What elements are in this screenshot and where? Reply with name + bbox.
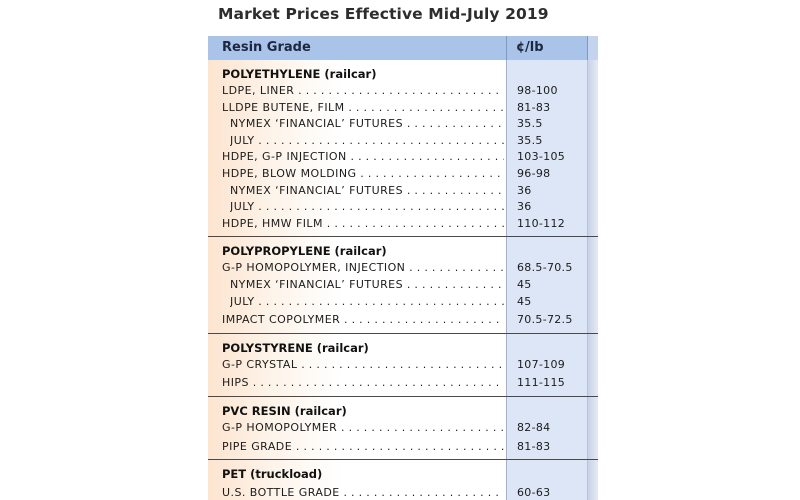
price-value: 107-109: [517, 357, 566, 371]
resin-grade-label: G-P CRYSTAL: [222, 357, 504, 374]
table-body: POLYETHYLENE (railcar)LDPE, LINER98-100L…: [208, 66, 598, 500]
section: POLYPROPYLENE (railcar) G-P HOMOPOLYMER, …: [208, 236, 598, 328]
resin-grade-label: NYMEX ‘FINANCIAL’ FUTURES: [230, 277, 504, 294]
resin-grade-label: NYMEX ‘FINANCIAL’ FUTURES: [230, 183, 504, 200]
table-edge: [587, 36, 598, 500]
table-row: NYMEX ‘FINANCIAL’ FUTURES 35.5: [208, 116, 598, 133]
price-value: 81-83: [517, 439, 551, 453]
header-divider: [506, 36, 507, 60]
price-value: 45: [517, 294, 532, 308]
table-row: U.S. BOTTLE GRADE 60-63: [208, 485, 598, 500]
resin-grade-label: IMPACT COPOLYMER: [222, 312, 504, 329]
price-value: 36: [517, 183, 532, 197]
price-value: 60-63: [517, 486, 551, 500]
price-value: 81-83: [517, 100, 551, 114]
section: POLYSTYRENE (railcar) G-P CRYSTAL 107-109 H…: [208, 332, 598, 392]
resin-grade-label: JULY: [230, 199, 504, 216]
header-price-unit: ¢/lb: [516, 40, 544, 55]
resin-grade-label: LDPE, LINER: [222, 83, 504, 100]
price-value: 35.5: [517, 133, 543, 147]
price-value: 36: [517, 200, 532, 214]
table-row: PIPE GRADE 81-83: [208, 439, 598, 456]
section-title: POLYSTYRENE (railcar): [222, 340, 369, 355]
price-value: 82-84: [517, 420, 551, 434]
resin-grade-label: HDPE, HMW FILM: [222, 216, 504, 233]
price-value: 111-115: [517, 376, 566, 390]
header-resin-grade: Resin Grade: [222, 40, 311, 55]
table-row: JULY 36: [208, 199, 598, 216]
section-title: POLYETHYLENE (railcar): [222, 67, 377, 81]
resin-grade-label: G-P HOMOPOLYMER, INJECTION: [222, 260, 504, 277]
price-value: 103-105: [517, 150, 566, 164]
table-row: G-P CRYSTAL 107-109: [208, 357, 598, 374]
resin-grade-label: NYMEX ‘FINANCIAL’ FUTURES: [230, 116, 504, 133]
table-row: IMPACT COPOLYMER 70.5-72.5: [208, 312, 598, 329]
section-title: POLYPROPYLENE (railcar): [222, 244, 387, 259]
table-row: NYMEX ‘FINANCIAL’ FUTURES 36: [208, 183, 598, 200]
price-value: 110-112: [517, 216, 566, 230]
price-value: 45: [517, 277, 532, 291]
table-row: G-P HOMOPOLYMER, INJECTION 68.5-70.5: [208, 260, 598, 277]
table-row: JULY 45: [208, 294, 598, 311]
price-table: Resin Grade ¢/lb POLYETHYLENE (railcar) L…: [208, 36, 598, 500]
resin-grade-label: G-P HOMOPOLYMER: [222, 420, 504, 437]
resin-grade-label: HIPS: [222, 375, 504, 392]
price-value: 68.5-70.5: [517, 261, 573, 275]
resin-grade-label: U.S. BOTTLE GRADE: [222, 485, 504, 500]
resin-grade-label: LLDPE BUTENE, FILM: [222, 100, 504, 117]
resin-grade-label: JULY: [230, 133, 504, 150]
section-title: PVC RESIN (railcar): [222, 403, 347, 418]
table-row: LLDPE BUTENE, FILM 81-83: [208, 100, 598, 117]
table-row: HDPE, HMW FILM 110-112: [208, 216, 598, 233]
table-row: HDPE, G-P INJECTION 103-105: [208, 149, 598, 166]
page-title: Market Prices Effective Mid-July 2019: [218, 5, 549, 23]
table-row: HDPE, BLOW MOLDING 96-98: [208, 166, 598, 183]
section: POLYETHYLENE (railcar)LDPE, LINER98-100L…: [208, 66, 598, 232]
section: PET (truckload) U.S. BOTTLE GRADE 60-63: [208, 459, 598, 500]
price-column-bg: [506, 36, 588, 500]
table-row: HIPS 111-115: [208, 375, 598, 392]
price-value: 98-100: [517, 84, 558, 97]
price-value: 96-98: [517, 166, 551, 180]
header-edge: [587, 36, 598, 60]
table-row: JULY 35.5: [208, 133, 598, 150]
table-header: Resin Grade ¢/lb: [208, 36, 598, 60]
section: PVC RESIN (railcar) G-P HOMOPOLYMER 82-84 P…: [208, 395, 598, 456]
price-value: 35.5: [517, 117, 543, 131]
resin-grade-label: PIPE GRADE: [222, 439, 504, 456]
resin-grade-label: JULY: [230, 294, 504, 311]
resin-grade-label: HDPE, BLOW MOLDING: [222, 166, 504, 183]
table-row: G-P HOMOPOLYMER 82-84: [208, 420, 598, 437]
resin-grade-label: HDPE, G-P INJECTION: [222, 149, 504, 166]
section-title: PET (truckload): [222, 467, 323, 482]
table-row: LDPE, LINER 98-100: [208, 83, 598, 100]
price-value: 70.5-72.5: [517, 313, 573, 327]
table-row: NYMEX ‘FINANCIAL’ FUTURES 45: [208, 277, 598, 294]
